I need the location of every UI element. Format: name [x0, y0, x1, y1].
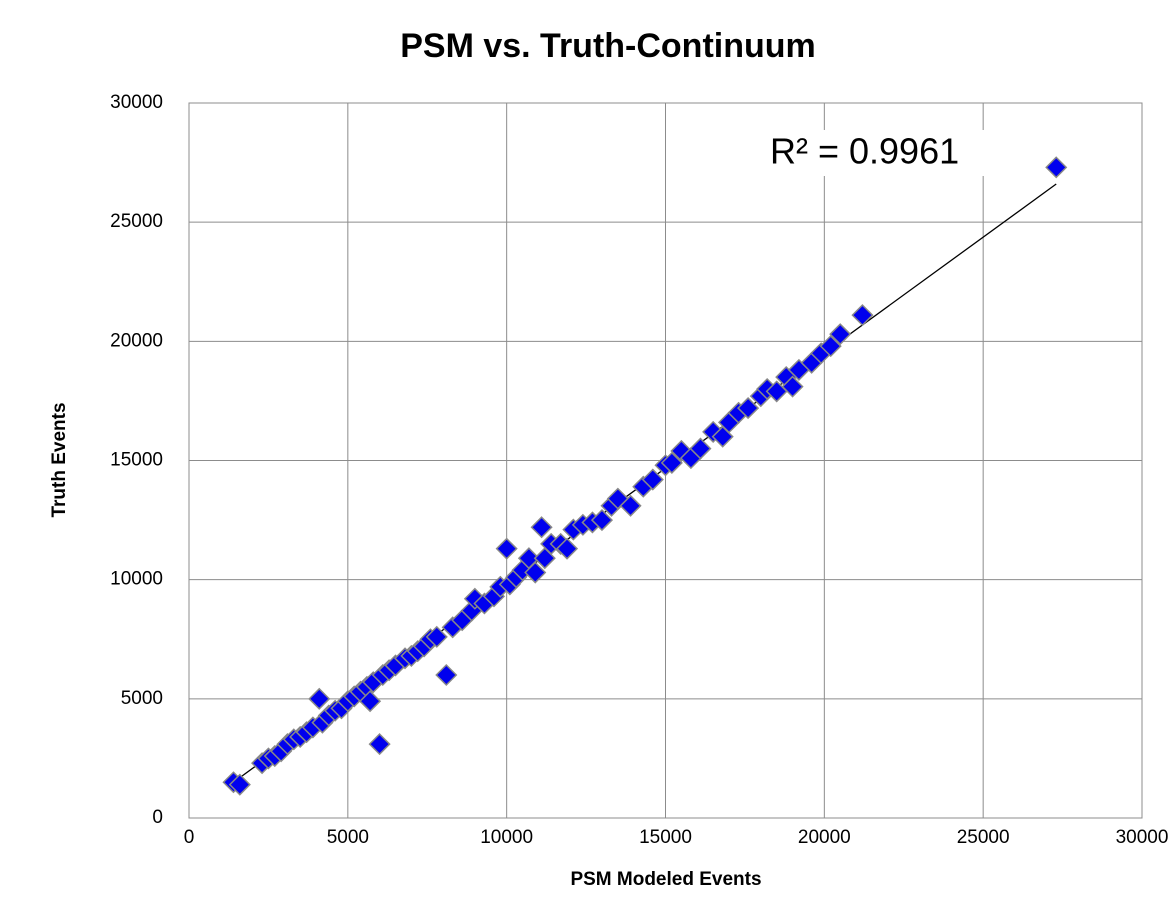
point	[689, 437, 712, 460]
x-tick-label: 15000	[639, 827, 692, 848]
x-tick-label: 5000	[327, 827, 369, 848]
point	[368, 733, 391, 756]
point	[819, 335, 842, 358]
point	[530, 516, 553, 539]
annotation: R² = 0.9961	[770, 131, 959, 172]
y-tick-label: 15000	[110, 450, 163, 471]
x-axis-label: PSM Modeled Events	[570, 869, 761, 890]
y-tick-label: 0	[152, 807, 163, 828]
point	[660, 451, 683, 474]
point	[435, 663, 458, 687]
point	[851, 304, 874, 327]
point	[737, 397, 760, 420]
x-tick-label: 0	[184, 827, 195, 848]
point	[590, 509, 614, 532]
x-tick-label: 25000	[957, 827, 1010, 848]
y-tick-label: 5000	[121, 688, 163, 709]
y-tick-label: 30000	[110, 92, 163, 113]
point	[619, 494, 642, 517]
point	[555, 537, 579, 560]
point	[1045, 156, 1068, 179]
y-tick-label: 20000	[110, 330, 163, 351]
y-tick-label: 10000	[110, 569, 163, 590]
x-tick-label: 10000	[480, 827, 533, 848]
point	[228, 773, 251, 796]
annotation-bg	[766, 130, 988, 176]
point	[524, 561, 547, 584]
point	[641, 468, 664, 491]
point	[495, 537, 518, 560]
y-tick-label: 25000	[110, 211, 163, 232]
point	[781, 375, 804, 398]
point	[359, 690, 382, 713]
point	[425, 625, 448, 648]
point	[829, 323, 852, 346]
x-tick-label: 30000	[1116, 827, 1169, 848]
chart-title: PSM vs. Truth-Continuum	[400, 27, 816, 65]
x-tick-label: 20000	[798, 827, 851, 848]
plot-border	[188, 102, 1143, 819]
point	[308, 687, 331, 710]
y-axis-label: Truth Events	[49, 402, 70, 517]
